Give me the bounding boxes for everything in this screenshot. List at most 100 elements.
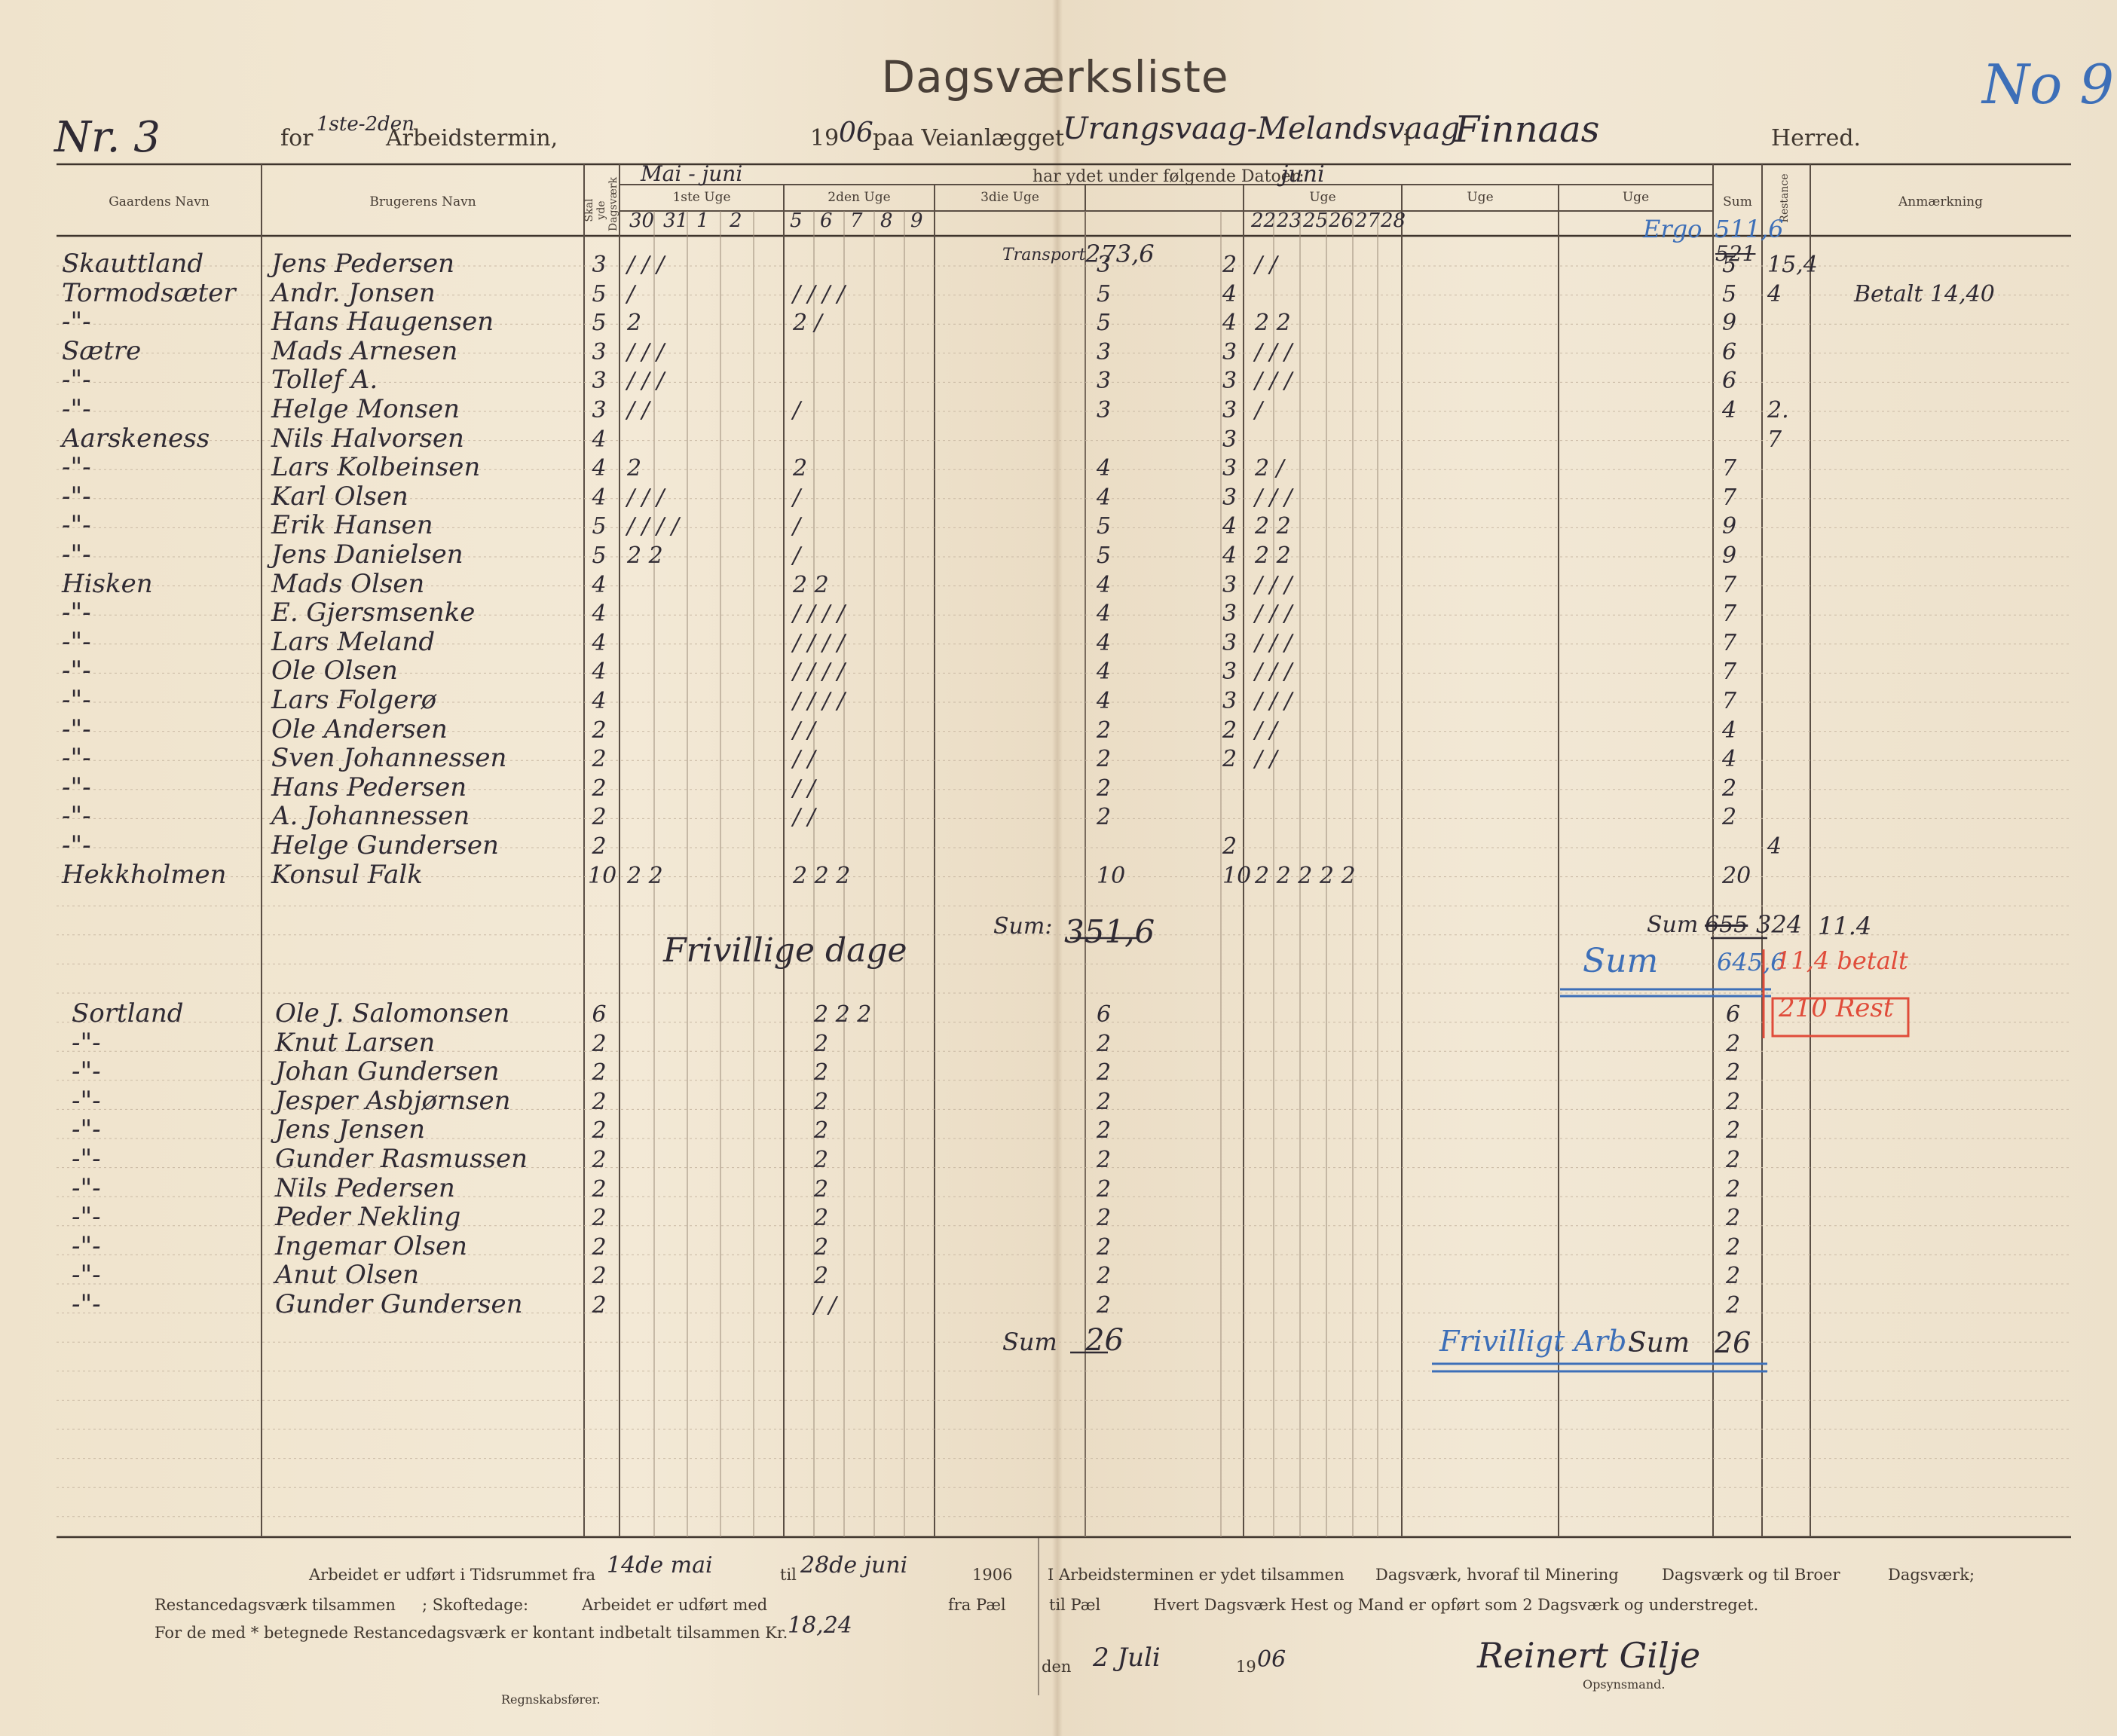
week2-marks: / — [793, 542, 801, 569]
bruger-name: Ole Andersen — [271, 714, 448, 744]
week2-marks: / / — [793, 746, 815, 773]
date-label: 26 — [1329, 209, 1354, 232]
bruger-name: Mads Arnesen — [271, 335, 458, 366]
gaard-name: Skauttland — [62, 249, 204, 279]
sum2-label: Sum — [1583, 942, 1659, 980]
week4-marks: / / — [1255, 252, 1277, 278]
bruger-name: E. Gjersmsenke — [271, 598, 476, 628]
skal-value: 4 — [592, 601, 607, 628]
bruger-name: Mads Olsen — [271, 568, 425, 599]
week3-value: 10 — [1097, 862, 1126, 889]
week2-marks: 2 — [814, 1059, 829, 1087]
bruger-name: Lars Meland — [271, 626, 436, 657]
week2-marks: 2 — [814, 1233, 829, 1261]
week3-value: 2 — [1097, 804, 1112, 831]
transport-label: Transport — [1002, 246, 1086, 264]
footer-l1b: I Arbeidsterminen er ydet tilsammen — [1048, 1566, 1345, 1584]
anmaerkning: Betalt 14,40 — [1854, 280, 1995, 307]
week3-value: 2 — [1097, 746, 1112, 773]
skal-value: 3 — [592, 368, 607, 395]
col-week5: Uge — [1467, 190, 1494, 205]
date-hand: 2 Juli — [1093, 1643, 1161, 1673]
transport-value: 273,6 — [1085, 240, 1155, 268]
gaard-name: -"- — [72, 1114, 101, 1145]
week1-marks: / / / — [627, 252, 665, 278]
skal-value: 4 — [592, 455, 607, 482]
sum-value: 2 — [1726, 1175, 1741, 1203]
sum-value: 9 — [1722, 542, 1737, 569]
week3-value: 4 — [1097, 659, 1112, 686]
page-title: Dagsværksliste — [881, 51, 1229, 102]
footer-from: 14de mai — [607, 1552, 713, 1579]
gaard-name: -"- — [62, 685, 91, 715]
date-label: 25 — [1303, 209, 1329, 232]
restance-value: 4 — [1767, 833, 1782, 860]
bruger-name: Ole J. Salomonsen — [275, 998, 510, 1028]
week4-marks: / / / — [1255, 338, 1293, 365]
week3-value: 3 — [1097, 252, 1112, 278]
bruger-name: Konsul Falk — [271, 859, 423, 890]
footer-l1d: Dagsværk og til Broer — [1662, 1566, 1840, 1584]
restance-value: 7 — [1767, 426, 1782, 453]
col-mai-juni-hand: Mai - juni — [641, 161, 743, 186]
skal-value: 2 — [592, 1205, 607, 1232]
week3-value: 2 — [1097, 775, 1112, 802]
col-bruger: Brugerens Navn — [369, 194, 476, 209]
week3-value: 4 — [1097, 688, 1112, 714]
week2-marks: 2 — [814, 1147, 829, 1173]
skal-value: 5 — [592, 542, 607, 569]
footer-l2d: fra Pæl — [948, 1596, 1006, 1614]
footer-l1c: Dagsværk, hvoraf til Minering — [1375, 1566, 1619, 1584]
footer-l1a: Arbeidet er udført i Tidsrummet fra — [309, 1566, 596, 1584]
sum-value: 7 — [1722, 629, 1737, 656]
week2-marks: / / / / — [793, 629, 846, 656]
week3-value: 2 — [1097, 1117, 1112, 1145]
gaard-name: -"- — [62, 307, 91, 338]
sum-value: 2 — [1726, 1059, 1741, 1087]
skal-value: 5 — [592, 280, 607, 307]
week2-marks: / / — [814, 1292, 837, 1319]
gaard-name: -"- — [72, 1230, 101, 1261]
week4-count: 4 — [1222, 542, 1237, 569]
col-sum: Sum — [1723, 194, 1752, 209]
col-week1: 1ste Uge — [672, 190, 731, 205]
col-har-ydet-hand: juni — [1281, 161, 1325, 188]
bruger-name: A. Johannessen — [271, 801, 470, 832]
skal-value: 5 — [592, 513, 607, 540]
week4-marks: / / / — [1255, 368, 1293, 395]
sum-value: 7 — [1722, 688, 1737, 714]
week3-value: 4 — [1097, 571, 1112, 598]
herred-label: Herred. — [1771, 125, 1862, 151]
week3-value: 5 — [1097, 310, 1112, 337]
ergo-label: Ergo — [1643, 215, 1702, 243]
red-rest: 210 Rest — [1779, 993, 1894, 1023]
week2-marks: 2 — [814, 1030, 829, 1057]
week3-value: 3 — [1097, 338, 1112, 365]
year-hand: 06 — [839, 118, 873, 148]
bruger-name: Lars Kolbeinsen — [271, 452, 481, 483]
week1-marks: / / / / — [627, 513, 680, 540]
week4-marks: / / / — [1255, 629, 1293, 656]
week4-count: 3 — [1222, 338, 1237, 365]
sum-value: 6 — [1722, 368, 1737, 395]
skal-value: 4 — [592, 426, 607, 453]
week4-marks: 2 2 2 2 2 — [1255, 862, 1356, 889]
bruger-name: Jesper Asbjørnsen — [275, 1085, 511, 1116]
bruger-name: Anut Olsen — [275, 1260, 420, 1291]
den-label: den — [1042, 1658, 1072, 1676]
week4-count: 2 — [1222, 252, 1237, 278]
date-label: 30 — [629, 209, 655, 232]
sum2-value: 645,6 — [1717, 948, 1786, 976]
week4-count: 2 — [1222, 717, 1237, 744]
week2-marks: / / — [793, 804, 815, 831]
veianlaeg-hand: Urangsvaag-Melandsvaag — [1063, 112, 1461, 146]
footer-l3a: For de med * betegnede Restancedagsværk … — [154, 1624, 788, 1642]
gaard-name: -"- — [62, 626, 91, 657]
red-betalt: 11,4 betalt — [1776, 946, 1908, 975]
sum-value: 2 — [1726, 1233, 1741, 1261]
gaard-name: -"- — [62, 365, 91, 396]
sum-value: 2 — [1726, 1292, 1741, 1319]
week3-value: 2 — [1097, 1292, 1112, 1319]
date-label: 5 — [790, 209, 803, 232]
ergo-value: 511,6 — [1715, 215, 1784, 243]
